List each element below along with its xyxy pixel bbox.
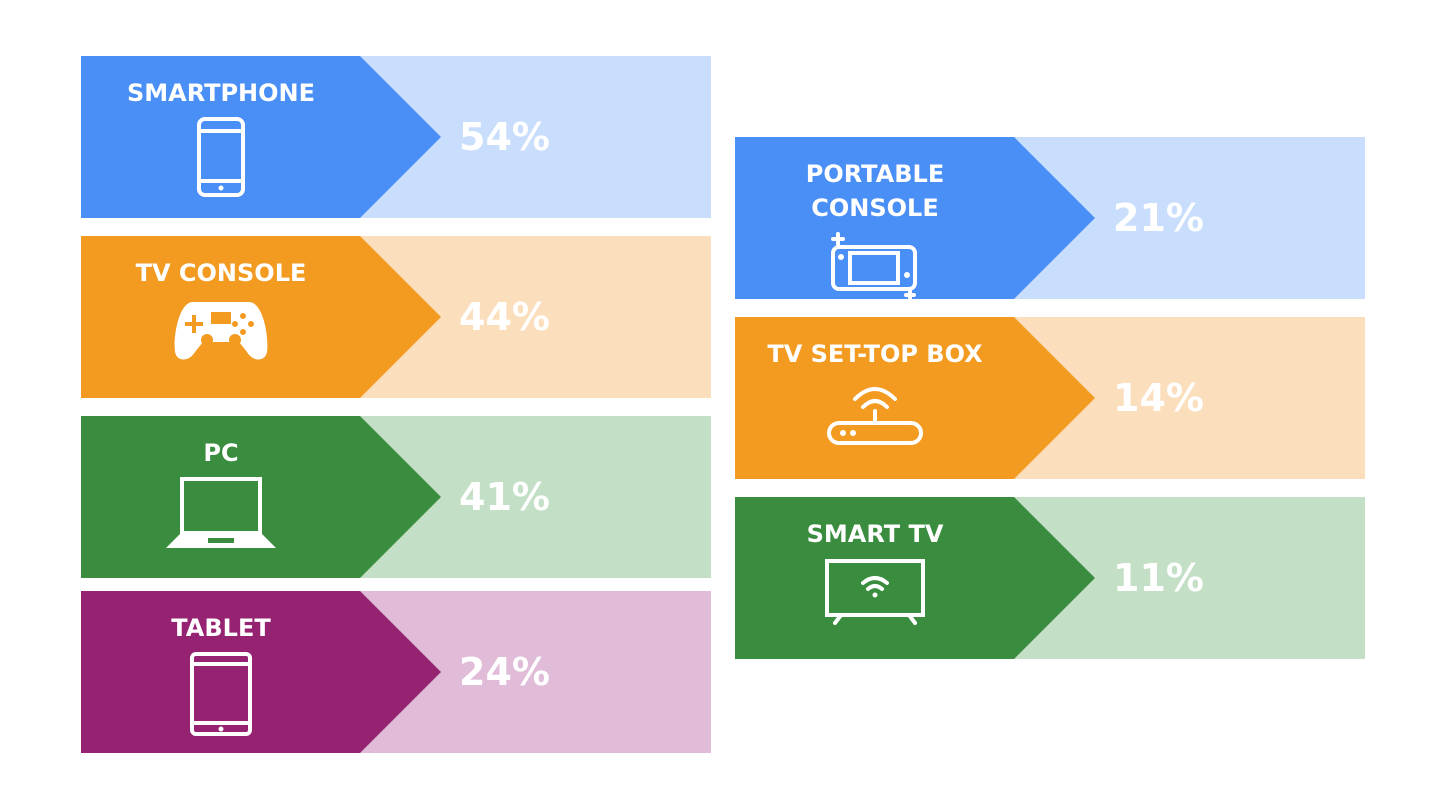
icon-graphic xyxy=(190,652,252,736)
card-content: TABLET xyxy=(101,611,341,741)
card-value: 11% xyxy=(1113,556,1204,600)
card-shape xyxy=(81,591,711,753)
device-icon xyxy=(196,116,246,202)
card-label: TV CONSOLE xyxy=(135,259,307,287)
icon-graphic xyxy=(825,559,925,625)
card-content: TV CONSOLE xyxy=(101,256,341,366)
card-content: PORTABLE CONSOLE xyxy=(755,157,995,305)
card: TV SET-TOP BOX 14% xyxy=(735,317,1365,479)
device-icon xyxy=(830,231,920,305)
card-label: PC xyxy=(203,439,239,467)
card: TABLET 24% xyxy=(81,591,711,753)
device-icon xyxy=(164,476,278,556)
card-label: SMART TV xyxy=(806,520,944,548)
card: PC 41% xyxy=(81,416,711,578)
device-icon xyxy=(189,651,253,741)
card-shape xyxy=(81,56,711,218)
card: SMARTPHONE 54% xyxy=(81,56,711,218)
card-value: 14% xyxy=(1113,376,1204,420)
card-content: TV SET-TOP BOX xyxy=(755,337,995,451)
card-value: 41% xyxy=(459,475,550,519)
card-content: SMARTPHONE xyxy=(101,76,341,202)
card-label: SMARTPHONE xyxy=(126,79,316,107)
card-label: TV SET-TOP BOX xyxy=(767,340,983,368)
card-value: 21% xyxy=(1113,196,1204,240)
icon-graphic xyxy=(827,387,923,445)
card-value: 44% xyxy=(459,295,550,339)
icon-graphic xyxy=(197,117,245,197)
device-icon xyxy=(823,557,927,631)
card-value: 24% xyxy=(459,650,550,694)
icon-graphic xyxy=(174,302,268,360)
card-shape xyxy=(735,137,1365,299)
card-shape xyxy=(735,497,1365,659)
card-content: PC xyxy=(101,436,341,556)
icon-graphic xyxy=(166,477,276,548)
card-value: 54% xyxy=(459,115,550,159)
card: PORTABLE CONSOLE 21% xyxy=(735,137,1365,301)
card-label: TABLET xyxy=(171,614,271,642)
card: SMART TV 11% xyxy=(735,497,1365,659)
card-label: PORTABLE CONSOLE xyxy=(805,160,945,222)
device-icon xyxy=(825,377,925,451)
card: TV CONSOLE 44% xyxy=(81,236,711,398)
device-icon xyxy=(173,296,269,366)
icon-graphic xyxy=(831,232,917,301)
card-shape xyxy=(735,317,1365,479)
card-content: SMART TV xyxy=(755,517,995,631)
